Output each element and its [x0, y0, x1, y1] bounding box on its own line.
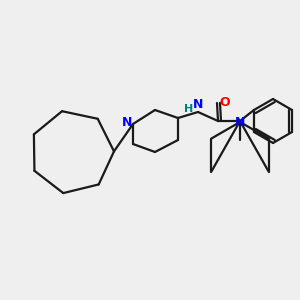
Text: N: N — [235, 116, 245, 130]
Text: N: N — [193, 98, 203, 110]
Text: H: H — [184, 104, 194, 114]
Text: O: O — [220, 95, 230, 109]
Text: N: N — [122, 116, 132, 130]
